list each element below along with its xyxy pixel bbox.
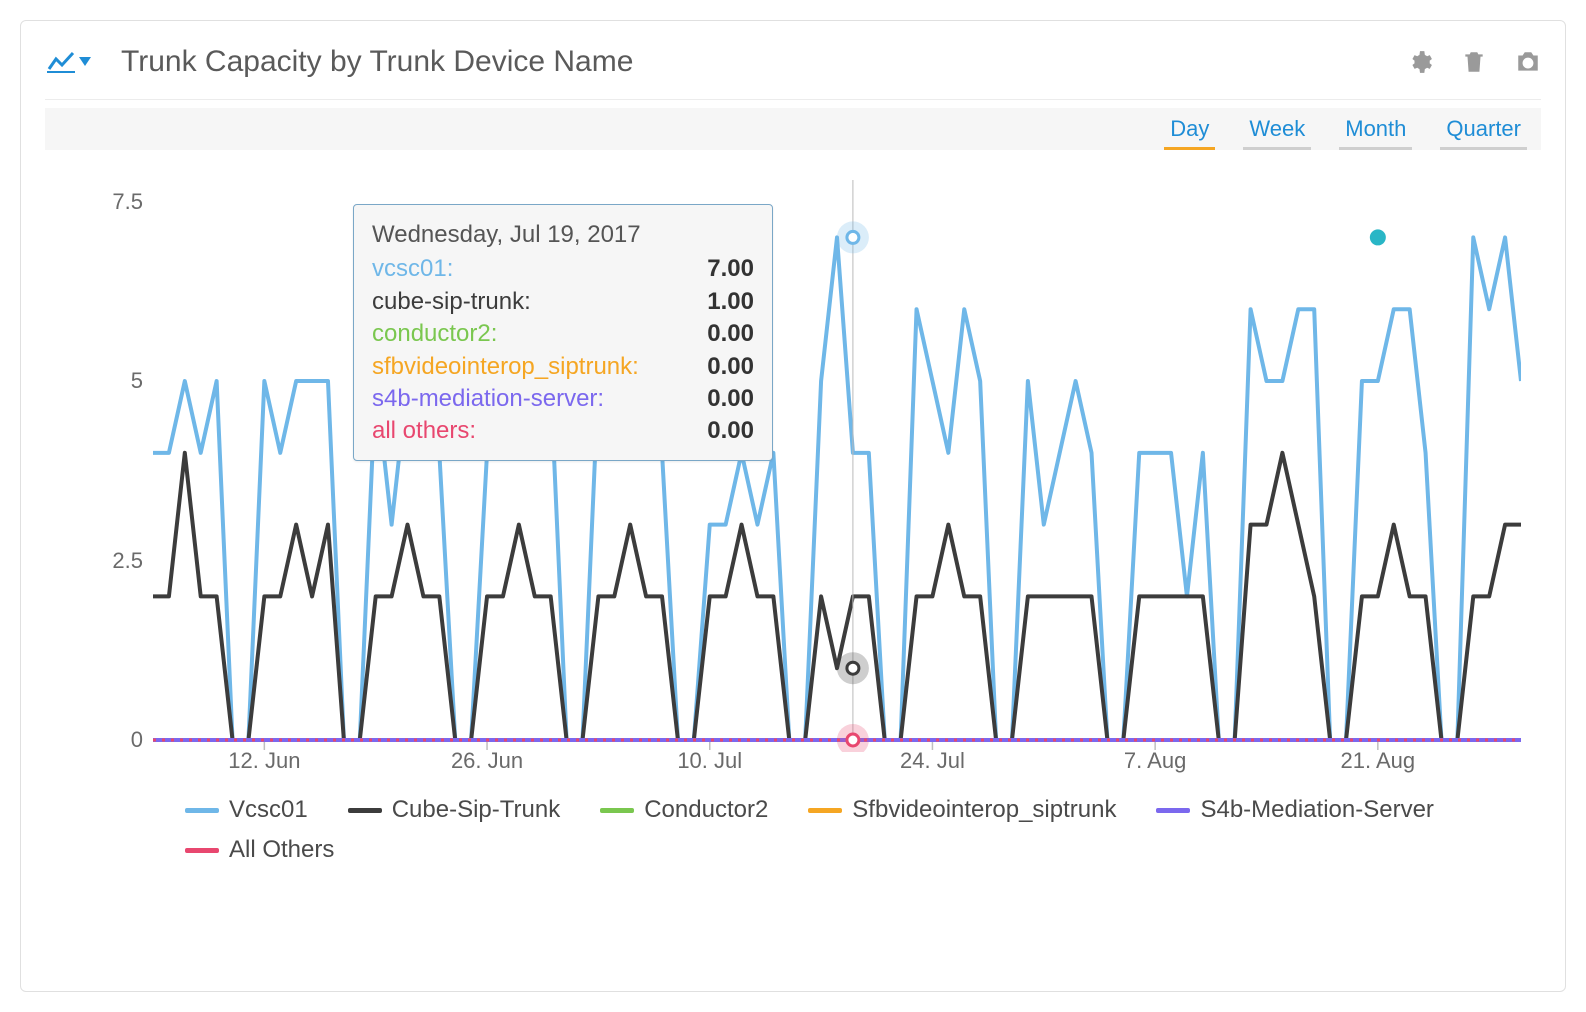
tooltip-row: sfbvideointerop_siptrunk:0.00 [372,351,754,383]
legend-swatch [600,808,634,813]
chart-area[interactable]: 02.557.512. Jun26. Jun10. Jul24. Jul7. A… [45,180,1541,740]
tooltip-row: vcsc01:7.00 [372,253,754,285]
hover-marker-vcsc01 [847,231,859,243]
chart-panel: Trunk Capacity by Trunk Device Name Day … [20,20,1566,992]
gear-icon[interactable] [1407,49,1433,75]
legend-label: Sfbvideointerop_siptrunk [852,796,1116,824]
tooltip-date: Wednesday, Jul 19, 2017 [372,219,754,251]
y-tick-label: 7.5 [112,189,143,215]
highlight-marker [1370,229,1386,245]
legend-item-all others[interactable]: All Others [185,836,334,864]
x-tick-label: 24. Jul [900,748,965,774]
x-tick-label: 21. Aug [1341,748,1416,774]
divider [45,99,1541,100]
legend-item-conductor2[interactable]: Conductor2 [600,796,768,824]
tooltip-row: all others:0.00 [372,415,754,447]
caret-down-icon [79,57,91,67]
y-tick-label: 5 [131,368,143,394]
line-chart-icon [47,51,75,73]
legend-item-s4b-mediation-server[interactable]: S4b-Mediation-Server [1156,796,1433,824]
legend-swatch [185,808,219,813]
legend-label: All Others [229,836,334,864]
trash-icon[interactable] [1461,49,1487,75]
x-tick-label: 26. Jun [451,748,523,774]
legend-item-sfbvideointerop_siptrunk[interactable]: Sfbvideointerop_siptrunk [808,796,1116,824]
tooltip-row: s4b-mediation-server:0.00 [372,383,754,415]
panel-actions [1407,49,1541,75]
panel-title: Trunk Capacity by Trunk Device Name [121,45,1407,79]
legend-label: Conductor2 [644,796,768,824]
y-tick-label: 0 [131,727,143,753]
tooltip-row: cube-sip-trunk:1.00 [372,286,754,318]
panel-header: Trunk Capacity by Trunk Device Name [45,39,1541,85]
series-cube-sip-trunk[interactable] [153,453,1521,740]
range-tab-month[interactable]: Month [1339,113,1412,150]
range-tab-day[interactable]: Day [1164,113,1215,150]
hover-tooltip: Wednesday, Jul 19, 2017vcsc01:7.00cube-s… [353,204,773,461]
legend-label: S4b-Mediation-Server [1200,796,1433,824]
range-tab-quarter[interactable]: Quarter [1440,113,1527,150]
x-tick-label: 10. Jul [677,748,742,774]
legend-swatch [185,848,219,853]
x-tick-label: 7. Aug [1124,748,1186,774]
y-tick-label: 2.5 [112,548,143,574]
legend-label: Cube-Sip-Trunk [392,796,561,824]
legend-swatch [808,808,842,813]
camera-icon[interactable] [1515,49,1541,75]
legend-label: Vcsc01 [229,796,308,824]
legend: Vcsc01 Cube-Sip-Trunk Conductor2 Sfbvideoin… [45,796,1541,864]
time-range-bar: Day Week Month Quarter [45,108,1541,150]
hover-marker-cube-sip-trunk [847,662,859,674]
legend-swatch [348,808,382,813]
legend-item-vcsc01[interactable]: Vcsc01 [185,796,308,824]
range-tab-week[interactable]: Week [1243,113,1311,150]
legend-item-cube-sip-trunk[interactable]: Cube-Sip-Trunk [348,796,561,824]
chart-type-dropdown[interactable] [45,47,93,77]
tooltip-row: conductor2:0.00 [372,318,754,350]
hover-marker-all others [847,734,859,746]
x-tick-label: 12. Jun [228,748,300,774]
legend-swatch [1156,808,1190,813]
